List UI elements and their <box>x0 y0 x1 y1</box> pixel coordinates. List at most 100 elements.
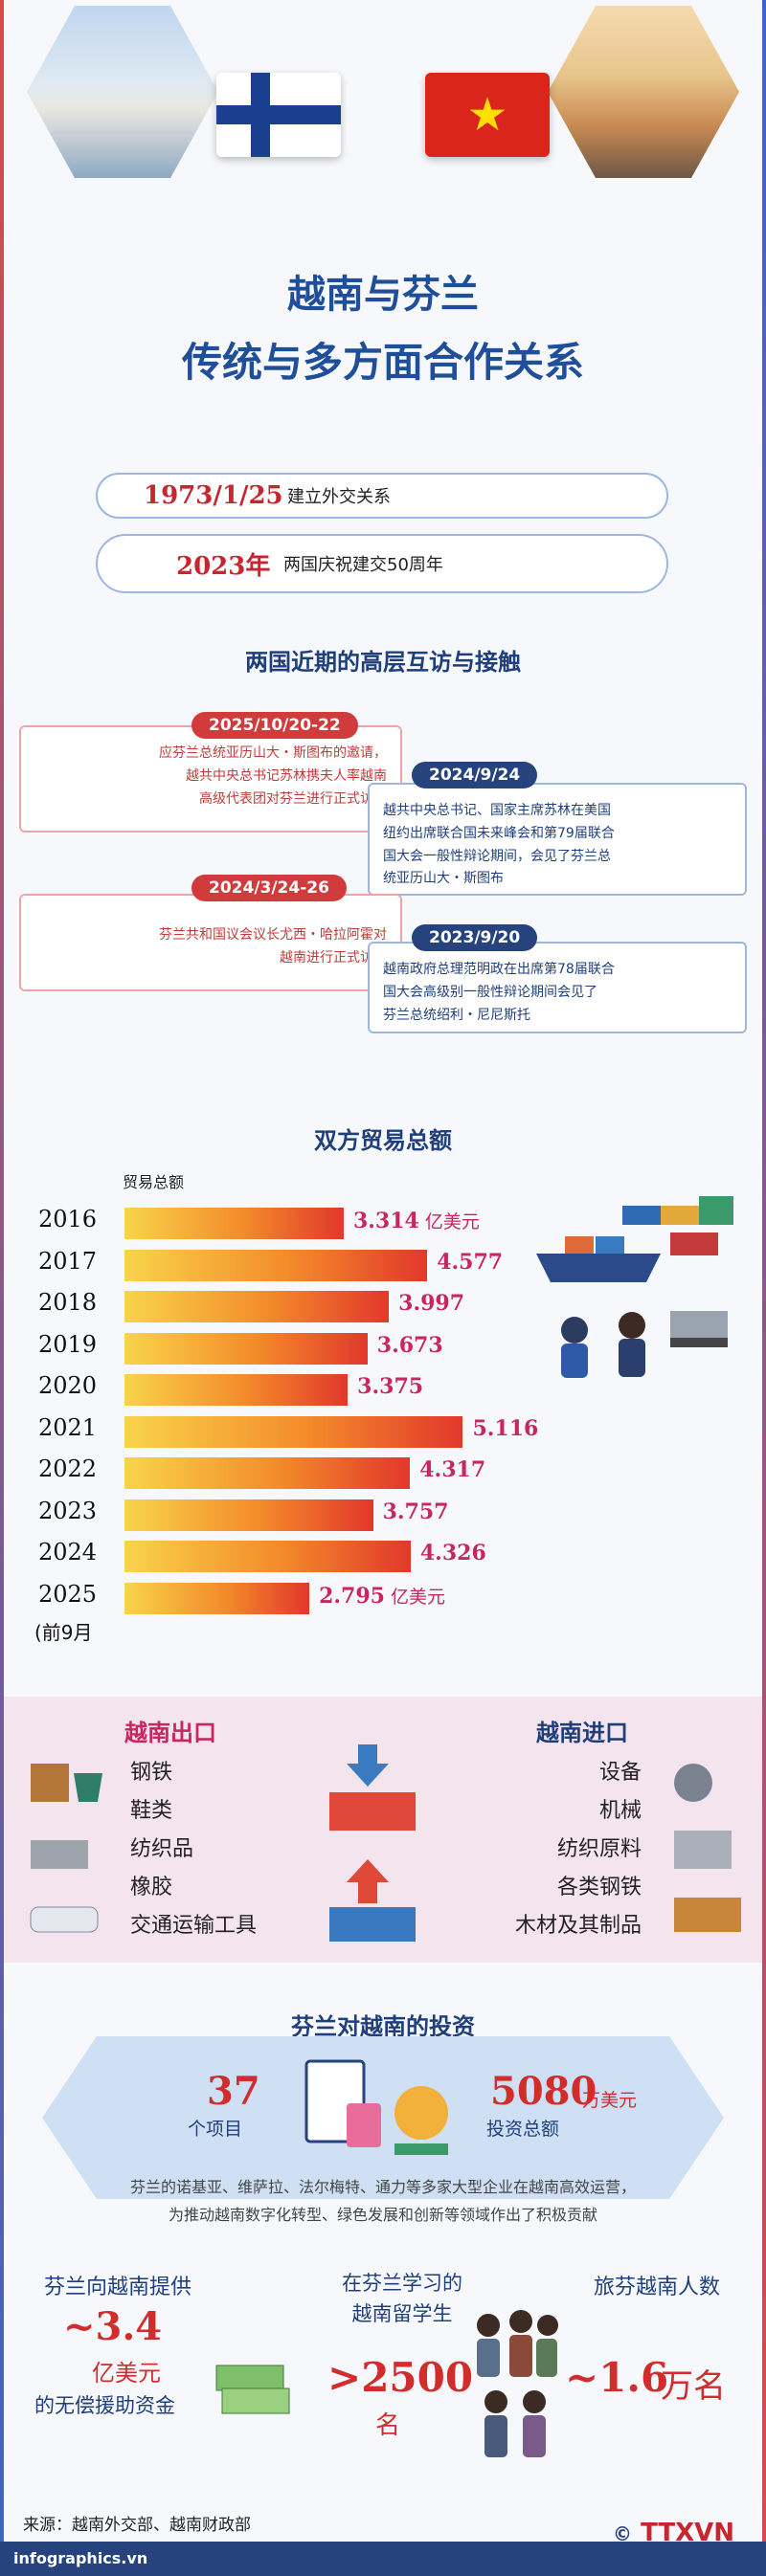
year-label: 2025 <box>38 1580 98 1608</box>
title-line-1: 越南与芬兰 <box>287 272 479 317</box>
trade-bar <box>124 1374 349 1406</box>
value-label: 3.673 <box>376 1332 443 1358</box>
year-label: 2022 <box>38 1455 98 1482</box>
year-label: 2021 <box>38 1413 98 1441</box>
trade-bar <box>124 1249 428 1281</box>
export-item: 钢铁 <box>130 1761 173 1785</box>
investment-icon <box>304 2059 448 2155</box>
export-item: 橡胶 <box>130 1876 173 1899</box>
visit-line: 越共中央总书记苏林携夫人率越南 <box>186 767 387 784</box>
year-label: 2019 <box>38 1330 98 1358</box>
value-label: 3.997 <box>398 1291 465 1316</box>
unit-label: 亿美元 <box>418 1211 480 1232</box>
students-heading-2: 越南留学生 <box>351 2302 453 2325</box>
investment-box <box>42 2036 724 2199</box>
import-item: 设备 <box>598 1761 642 1785</box>
visit-card: 越共中央总书记、国家主席苏林在美国 纽约出席联合国未来峰会和第79届联合 国大会… <box>368 783 747 896</box>
students-unit: 名 <box>375 2411 401 2440</box>
visit-line: 芬兰总统绍利・尼尼斯托 <box>383 1007 530 1023</box>
milestone-1: 1973/1/25 建立外交关系 <box>96 473 668 519</box>
unit-label: 亿美元 <box>384 1586 446 1608</box>
visit-date-badge: 2024/3/24-26 <box>192 875 347 901</box>
import-item: 纺织原料 <box>556 1837 642 1861</box>
visit-card: 应芬兰总统亚历山大・斯图布的邀请， 越共中央总书记苏林携夫人率越南 高级代表团对… <box>19 725 402 833</box>
money-icon <box>215 2365 290 2414</box>
aid-heading: 芬兰向越南提供 <box>44 2276 192 2299</box>
visit-line: 统亚历山大・斯图布 <box>383 871 504 887</box>
capital-value: 5080 <box>490 2069 597 2114</box>
milestone-date: 2023年 <box>176 551 271 581</box>
visit-card: 芬兰共和国议会议长尤西・哈拉阿霍对 越南进行正式访问 <box>19 894 402 991</box>
export-list: 钢铁 鞋类 纺织品 橡胶 交通运输工具 <box>130 1754 257 1945</box>
tourists-value: ~1.6 <box>565 2354 669 2401</box>
export-item: 纺织品 <box>130 1837 194 1861</box>
copyright-icon: © <box>613 2522 632 2545</box>
trade-bar <box>124 1582 310 1614</box>
students-group-icon <box>477 2310 558 2457</box>
source-note: 来源：越南外交部、越南财政部 <box>23 2516 251 2535</box>
value-label: 4.317 <box>419 1457 486 1482</box>
value-label: 4.326 <box>419 1541 486 1566</box>
milestone-text: 两国庆祝建交50周年 <box>283 555 443 575</box>
trade-bar <box>124 1457 411 1489</box>
visits-heading: 两国近期的高层互访与接触 <box>245 649 521 676</box>
milestone-2: 2023年 两国庆祝建交50周年 <box>96 534 668 593</box>
investment-heading: 芬兰对越南的投资 <box>291 2013 475 2040</box>
trade-bar <box>124 1332 368 1365</box>
right-accent-bar <box>762 0 766 2576</box>
students-heading-1: 在芬兰学习的 <box>342 2272 462 2295</box>
visit-line: 越共中央总书记、国家主席苏林在美国 <box>383 803 611 818</box>
export-item: 交通运输工具 <box>130 1914 258 1938</box>
aid-unit: 亿美元 <box>92 2360 161 2387</box>
capital-label: 投资总额 <box>486 2119 560 2140</box>
site-link[interactable]: infographics.vn <box>13 2549 148 2567</box>
visit-line: 国大会一般性辩论期间，会见了芬兰总 <box>383 848 611 864</box>
visit-line: 越南政府总理范明政在出席第78届联合 <box>383 962 615 977</box>
trade-bar <box>124 1415 463 1448</box>
year-label: 2023 <box>38 1497 98 1524</box>
finland-flag-icon <box>216 73 341 157</box>
value-label: 3.375 <box>357 1374 424 1399</box>
milestone-text: 建立外交关系 <box>287 487 391 507</box>
year-label: 2024 <box>38 1539 98 1566</box>
capital-unit: 万美元 <box>582 2090 638 2111</box>
container-arrows-icon <box>329 1744 416 1942</box>
trade-bar <box>124 1208 344 1239</box>
visit-line: 芬兰共和国议会议长尤西・哈拉阿霍对 <box>159 927 387 943</box>
export-goods-icon <box>30 1764 102 1933</box>
import-item: 木材及其制品 <box>514 1914 642 1938</box>
export-heading: 越南出口 <box>124 1720 216 1746</box>
visit-date-badge: 2024/9/24 <box>412 762 538 788</box>
aid-value: ~3.4 <box>63 2304 163 2349</box>
students-value: >2500 <box>327 2354 474 2401</box>
visit-card: 越南政府总理范明政在出席第78届联合 国大会高级别一般性辩论期间会见了 芬兰总统… <box>368 942 747 1033</box>
import-heading: 越南进口 <box>536 1720 628 1746</box>
export-import-section: 越南出口 越南进口 钢铁 鞋类 纺织品 橡胶 交通运输工具 设备 机械 纺织原料… <box>4 1697 762 1963</box>
projects-label: 个项目 <box>188 2119 243 2140</box>
trade-bar <box>124 1499 373 1531</box>
year-label: 2017 <box>38 1247 98 1275</box>
title-line-2: 传统与多方面合作关系 <box>181 339 584 386</box>
tourists-unit: 万名 <box>661 2367 726 2406</box>
visit-line: 高级代表团对芬兰进行正式访问 <box>199 790 387 807</box>
visit-date-badge: 2025/10/20-22 <box>192 712 358 739</box>
investment-description: 芬兰的诺基亚、维萨拉、法尔梅特、通力等多家大型企业在越南高效运营， 为推动越南数… <box>57 2174 709 2230</box>
visit-line: 国大会高级别一般性辩论期间会见了 <box>383 984 597 1000</box>
helsinki-photo <box>27 6 218 178</box>
trade-bar <box>124 1541 411 1572</box>
import-list: 设备 机械 纺织原料 各类钢铁 木材及其制品 <box>515 1754 642 1945</box>
projects-value: 37 <box>207 2069 260 2114</box>
value-label: 2.795 亿美元 <box>319 1583 446 1609</box>
aid-label: 的无偿援助资金 <box>34 2394 175 2417</box>
left-accent-bar <box>0 0 4 2576</box>
import-item: 机械 <box>598 1799 642 1823</box>
value-label: 4.577 <box>437 1249 504 1275</box>
tourists-heading: 旅芬越南人数 <box>594 2276 721 2299</box>
trade-heading: 双方贸易总额 <box>314 1127 452 1154</box>
trade-illustration <box>536 1196 733 1378</box>
visit-line: 越南进行正式访问 <box>280 949 387 966</box>
year-label: 2020 <box>38 1372 98 1399</box>
export-item: 鞋类 <box>130 1799 173 1823</box>
vietnam-flag-icon: ★ <box>425 73 550 157</box>
description-line: 为推动越南数字化转型、绿色发展和创新等领域作出了积极贡献 <box>168 2205 597 2224</box>
